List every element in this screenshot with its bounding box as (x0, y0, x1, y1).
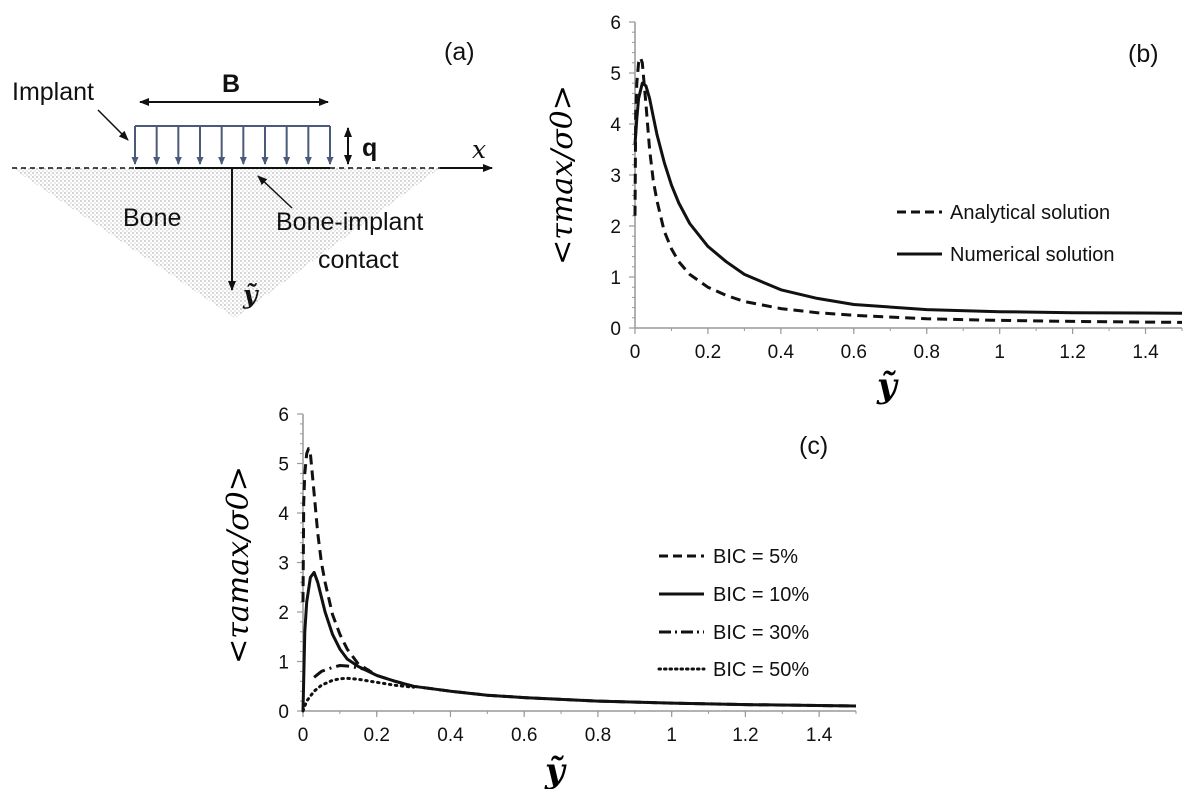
chart-c-legend: BIC = 5% BIC = 10% BIC = 30% BIC = 50% (657, 546, 809, 681)
chart-c-x-tick-label: 1 (666, 725, 677, 746)
chart-c-x-tick-label: 1.2 (732, 725, 758, 746)
legend-text-analytical: Analytical solution (950, 202, 1110, 224)
chart-b-y-tick-label: 3 (610, 166, 621, 187)
chart-c-ticks: 0 0.2 0.4 0.6 0.8 1 1.2 1.4 0 1 2 3 4 5 6 (278, 405, 857, 746)
chart-b-x-tick-label: 0.4 (768, 342, 795, 363)
width-label: B (222, 70, 240, 98)
chart-b: 0 0.2 0.4 0.6 0.8 1 1.2 1.4 0 1 2 3 4 5 6 (b) ỹ <τmax/… (545, 13, 1183, 406)
chart-c-x-tick-label: 0.6 (511, 725, 537, 746)
chart-b-lines (633, 56, 1183, 324)
contact-label-1: Bone-implant (276, 208, 423, 236)
chart-c-y-label: <τamax/σ0> (221, 466, 256, 664)
chart-c-x-tick-label: 0 (298, 725, 309, 746)
panel-a-diagram: x B q Implant Bone Bone-implant contact … (12, 38, 493, 318)
chart-c-x-tick-label: 0.4 (437, 725, 464, 746)
bone-label: Bone (123, 204, 181, 232)
bone-triangle (12, 168, 440, 318)
load-arrows (131, 126, 334, 165)
chart-c-y-tick-label: 1 (278, 653, 289, 674)
chart-c-y-tick-label: 0 (278, 702, 289, 723)
chart-b-series-line-2 (633, 81, 1183, 315)
chart-b-x-tick-label: 0.8 (914, 342, 940, 363)
chart-b-x-tick-label: 1.4 (1132, 342, 1159, 363)
implant-label: Implant (12, 78, 94, 106)
chart-c-y-tick-label: 2 (278, 603, 289, 624)
chart-b-y-tick-label: 4 (610, 115, 621, 136)
legend-text-numerical: Numerical solution (950, 244, 1115, 266)
chart-b-y-tick-label: 0 (610, 319, 621, 340)
chart-c-panel-label: (c) (799, 432, 828, 460)
contact-pointer (257, 175, 293, 209)
chart-c-x-tick-label: 1.4 (806, 725, 833, 746)
chart-c-y-tick-label: 4 (278, 504, 289, 525)
chart-b-legend: Analytical solution Numerical solution (897, 202, 1115, 266)
panel-a-label: (a) (444, 38, 475, 66)
chart-b-x-tick-label: 0.6 (841, 342, 867, 363)
x-axis-symbol: x (472, 135, 486, 164)
chart-c-series-line-3 (313, 664, 370, 679)
chart-b-panel-label: (b) (1128, 40, 1159, 68)
chart-c-x-tick-label: 0.2 (364, 725, 390, 746)
q-label: q (362, 134, 377, 162)
chart-b-y-tick-label: 5 (610, 64, 621, 85)
chart-b-y-tick-label: 6 (610, 13, 621, 34)
y-axis-symbol: ỹ (242, 280, 259, 309)
chart-b-x-tick-label: 1.2 (1059, 342, 1085, 363)
chart-c-series-line-2 (301, 570, 857, 712)
legend-text-bic30: BIC = 30% (713, 622, 809, 644)
chart-c: 0 0.2 0.4 0.6 0.8 1 1.2 1.4 0 1 2 3 4 5 6 (c) ỹ <τamax… (221, 405, 857, 789)
chart-c-lines (301, 447, 857, 713)
chart-c-series-line-4 (301, 676, 416, 713)
chart-c-x-label: ỹ (544, 751, 567, 789)
chart-b-ticks: 0 0.2 0.4 0.6 0.8 1 1.2 1.4 0 1 2 3 4 5 6 (610, 13, 1183, 363)
legend-text-bic5: BIC = 5% (713, 546, 798, 568)
chart-c-y-tick-label: 6 (278, 405, 289, 426)
chart-b-x-label: ỹ (876, 366, 899, 406)
legend-text-bic10: BIC = 10% (713, 584, 809, 606)
chart-b-series-line-1 (633, 56, 1183, 324)
chart-b-y-label: <τmax/σ0> (545, 85, 580, 265)
implant-pointer (97, 109, 129, 141)
chart-b-y-tick-label: 1 (610, 268, 621, 289)
chart-c-x-tick-label: 0.8 (585, 725, 611, 746)
chart-c-y-tick-label: 3 (278, 554, 289, 575)
chart-b-y-tick-label: 2 (610, 217, 621, 238)
chart-b-x-tick-label: 0.2 (695, 342, 721, 363)
chart-b-x-tick-label: 1 (994, 342, 1005, 363)
legend-text-bic50: BIC = 50% (713, 659, 809, 681)
contact-label-2: contact (318, 246, 399, 274)
chart-c-y-tick-label: 5 (278, 455, 289, 476)
chart-b-x-tick-label: 0 (630, 342, 641, 363)
